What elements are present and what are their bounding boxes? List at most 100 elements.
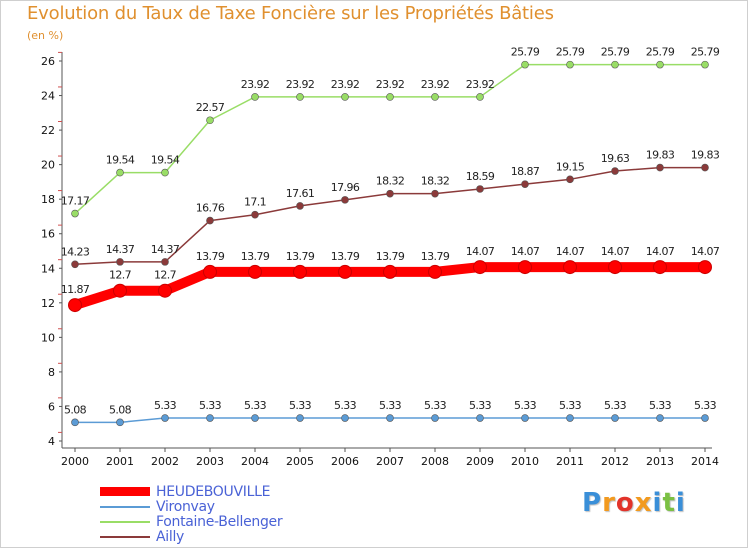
data-point-vironvay <box>161 414 169 422</box>
data-label-heudebouville: 12.7 <box>154 269 177 282</box>
data-point-ailly <box>431 189 439 198</box>
data-label-ailly: 18.32 <box>421 175 450 188</box>
data-label-fontaine-bellenger: 23.92 <box>421 78 450 91</box>
data-point-vironvay <box>476 414 484 422</box>
y-tick-label: 26 <box>41 55 55 68</box>
y-tick-label: 6 <box>48 400 55 413</box>
data-label-fontaine-bellenger: 23.92 <box>376 78 405 91</box>
data-label-heudebouville: 12.7 <box>109 269 132 282</box>
data-label-fontaine-bellenger: 17.17 <box>61 195 90 208</box>
x-tick-label: 2009 <box>466 455 494 468</box>
data-point-fontaine-bellenger <box>611 60 619 69</box>
y-tick-label: 24 <box>41 90 55 103</box>
data-point-vironvay <box>611 414 619 422</box>
y-tick-label: 12 <box>41 297 55 310</box>
data-label-ailly: 19.15 <box>556 160 585 173</box>
data-label-fontaine-bellenger: 19.54 <box>106 154 135 167</box>
data-point-heudebouville <box>113 283 127 298</box>
data-point-vironvay <box>386 414 394 422</box>
data-point-fontaine-bellenger <box>656 60 664 69</box>
data-point-ailly <box>521 180 529 188</box>
data-label-vironvay: 5.33 <box>244 399 267 412</box>
data-point-ailly <box>386 189 394 198</box>
data-point-fontaine-bellenger <box>386 93 394 101</box>
data-point-ailly <box>476 185 484 193</box>
data-point-ailly <box>701 163 709 172</box>
y-tick-label: 18 <box>41 193 55 206</box>
y-tick-label: 22 <box>41 124 55 137</box>
data-point-heudebouville <box>383 264 397 279</box>
data-label-ailly: 18.59 <box>466 170 495 183</box>
data-point-heudebouville <box>698 260 712 275</box>
logo-letter: x <box>634 488 653 518</box>
legend-swatch <box>100 487 150 496</box>
data-point-fontaine-bellenger <box>476 93 484 101</box>
data-point-heudebouville <box>653 260 667 275</box>
data-label-vironvay: 5.08 <box>64 403 87 416</box>
data-point-vironvay <box>521 414 529 422</box>
logo-letter: i <box>675 488 686 518</box>
data-label-heudebouville: 14.07 <box>646 245 675 258</box>
data-label-vironvay: 5.33 <box>559 399 582 412</box>
legend-swatch <box>100 505 150 508</box>
data-label-vironvay: 5.33 <box>424 399 447 412</box>
logo-letter: i <box>652 488 663 518</box>
chart-title: Evolution du Taux de Taxe Foncière sur l… <box>27 3 554 24</box>
data-point-ailly <box>656 163 664 172</box>
legend-label: Vironvay <box>156 498 215 515</box>
data-point-fontaine-bellenger <box>161 168 169 177</box>
data-point-fontaine-bellenger <box>206 116 214 125</box>
x-tick-label: 2003 <box>196 455 224 468</box>
data-label-fontaine-bellenger: 23.92 <box>466 78 495 91</box>
data-label-heudebouville: 14.07 <box>691 245 720 258</box>
data-label-fontaine-bellenger: 22.57 <box>196 101 225 114</box>
x-tick-label: 2001 <box>106 455 134 468</box>
data-point-heudebouville <box>608 260 622 275</box>
data-label-vironvay: 5.33 <box>199 399 222 412</box>
data-label-ailly: 18.32 <box>376 175 405 188</box>
data-point-fontaine-bellenger <box>341 93 349 101</box>
x-tick-label: 2007 <box>376 455 404 468</box>
logo-letter: P <box>582 488 603 518</box>
legend-item-fontaine-bellenger: Fontaine-Bellenger <box>100 514 283 530</box>
data-label-vironvay: 5.33 <box>469 399 492 412</box>
legend-item-ailly: Ailly <box>100 529 282 545</box>
legend-label: HEUDEBOUVILLE <box>156 483 271 500</box>
y-tick-label: 16 <box>41 228 55 241</box>
data-label-fontaine-bellenger: 25.79 <box>511 46 540 59</box>
legend-item-heudebouville: HEUDEBOUVILLE <box>100 483 282 500</box>
data-point-fontaine-bellenger <box>566 60 574 69</box>
data-label-fontaine-bellenger: 23.92 <box>286 78 315 91</box>
legend-swatch <box>100 520 150 523</box>
data-label-ailly: 14.23 <box>61 245 90 258</box>
x-tick-label: 2002 <box>151 455 179 468</box>
data-label-vironvay: 5.33 <box>649 399 672 412</box>
data-label-fontaine-bellenger: 23.92 <box>241 78 270 91</box>
data-label-fontaine-bellenger: 25.79 <box>556 46 585 59</box>
data-label-ailly: 17.61 <box>286 187 315 200</box>
data-point-fontaine-bellenger <box>431 93 439 101</box>
data-point-ailly <box>296 202 304 210</box>
data-label-heudebouville: 13.79 <box>241 250 270 263</box>
data-point-fontaine-bellenger <box>116 168 124 177</box>
data-label-heudebouville: 13.79 <box>331 250 360 263</box>
data-label-heudebouville: 14.07 <box>601 245 630 258</box>
x-tick-label: 2011 <box>556 455 584 468</box>
data-label-ailly: 19.83 <box>691 149 720 162</box>
data-point-vironvay <box>566 414 574 422</box>
legend-item-vironvay: Vironvay <box>100 498 282 515</box>
x-tick-label: 2013 <box>646 455 674 468</box>
data-label-ailly: 17.96 <box>331 181 360 194</box>
x-tick-label: 2012 <box>601 455 629 468</box>
y-tick-label: 4 <box>48 435 55 448</box>
legend-swatch <box>100 535 150 538</box>
data-point-vironvay <box>251 414 259 422</box>
data-point-vironvay <box>71 418 79 427</box>
data-label-heudebouville: 13.79 <box>421 250 450 263</box>
data-label-fontaine-bellenger: 25.79 <box>646 46 675 59</box>
data-label-fontaine-bellenger: 23.92 <box>331 78 360 91</box>
data-point-ailly <box>161 258 169 266</box>
x-tick-label: 2004 <box>241 455 269 468</box>
data-label-vironvay: 5.33 <box>514 399 537 412</box>
data-point-fontaine-bellenger <box>71 209 79 218</box>
